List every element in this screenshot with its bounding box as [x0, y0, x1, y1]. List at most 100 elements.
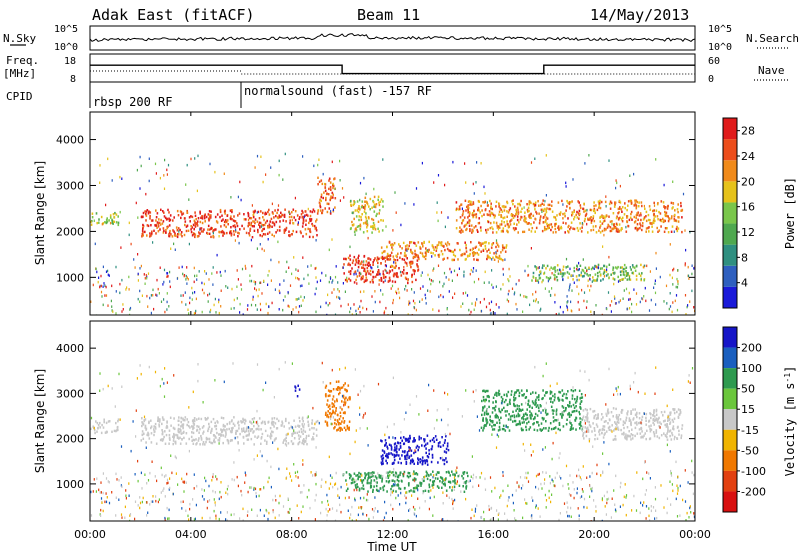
power-cell — [416, 254, 419, 257]
power-cell — [495, 205, 497, 208]
power-cell — [515, 211, 518, 214]
power-cell — [582, 269, 585, 273]
velocity-cell — [483, 424, 486, 428]
velocity-cell — [667, 430, 669, 433]
velocity-cell — [653, 432, 656, 436]
power-cell — [149, 296, 151, 300]
power-cell — [590, 221, 593, 224]
power-cell — [263, 223, 266, 227]
velocity-cell — [370, 472, 372, 475]
power-cell — [653, 201, 655, 205]
power-cell — [150, 311, 152, 315]
power-cell — [462, 219, 465, 222]
power-cell — [468, 214, 471, 217]
velocity-cell — [617, 385, 619, 389]
power-cell — [180, 211, 183, 214]
power-cell — [542, 209, 545, 213]
velocity-cell — [387, 456, 389, 459]
power-cell — [272, 212, 274, 215]
velocity-cell — [275, 499, 277, 502]
velocity-cell — [465, 487, 467, 490]
power-cell — [576, 265, 578, 268]
power-cell — [534, 201, 537, 204]
power-cell — [562, 272, 565, 275]
power-cell — [126, 286, 128, 289]
power-cell — [689, 300, 691, 303]
power-cell — [580, 271, 582, 274]
power-cell — [410, 260, 412, 264]
power-cell — [416, 263, 418, 266]
velocity-cell — [353, 472, 356, 475]
velocity-cell — [555, 410, 558, 413]
power-cell — [474, 252, 477, 255]
power-cell — [388, 276, 391, 279]
velocity-cell — [648, 437, 651, 441]
velocity-cell — [499, 410, 502, 414]
velocity-cell — [521, 428, 523, 432]
velocity-cell — [606, 410, 609, 413]
velocity-cell — [669, 429, 672, 432]
velocity-cell — [442, 518, 444, 521]
power-cell — [335, 265, 337, 268]
power-cell — [595, 304, 597, 307]
velocity-cell — [168, 433, 171, 437]
velocity-cell — [491, 411, 494, 414]
velocity-cell — [224, 435, 227, 438]
power-cell — [467, 208, 469, 211]
power-cell — [556, 214, 558, 217]
power-cell — [589, 278, 591, 281]
velocity-cell — [165, 474, 167, 477]
power-cell — [288, 234, 290, 237]
power-cell — [129, 308, 131, 311]
power-cell — [339, 297, 341, 300]
velocity-cell — [392, 376, 394, 380]
velocity-cell — [235, 429, 237, 433]
velocity-cell — [244, 481, 246, 484]
velocity-cell — [571, 424, 573, 427]
power-cell — [291, 211, 293, 214]
velocity-cell — [453, 473, 456, 476]
power-cell — [279, 220, 281, 223]
power-cell — [424, 293, 426, 297]
power-cell — [140, 264, 142, 268]
power-cell — [528, 203, 530, 206]
power-cell — [465, 291, 467, 295]
velocity-cell — [157, 416, 159, 419]
velocity-cell — [556, 471, 558, 475]
velocity-cell — [485, 417, 487, 420]
velocity-cell — [134, 517, 136, 521]
power-cell — [477, 258, 479, 262]
velocity-cell — [503, 406, 505, 410]
power-cell — [384, 264, 387, 267]
power-cell — [268, 226, 271, 229]
velocity-cell — [605, 420, 607, 423]
velocity-cell — [480, 471, 483, 475]
power-cell — [616, 181, 618, 185]
power-cell — [349, 270, 352, 273]
velocity-cell — [191, 425, 193, 428]
velocity-cell — [232, 422, 235, 425]
velocity-cell — [115, 514, 117, 517]
power-cell — [361, 213, 363, 216]
velocity-cell — [565, 423, 568, 426]
velocity-cell — [380, 439, 382, 442]
power-cell — [173, 230, 175, 233]
velocity-cell — [293, 437, 296, 440]
power-cell — [619, 270, 622, 273]
power-cell — [595, 225, 597, 228]
velocity-cell — [642, 436, 644, 439]
power-cell — [115, 312, 117, 315]
velocity-cell — [654, 415, 656, 418]
velocity-cell — [446, 442, 449, 445]
velocity-cell — [653, 423, 655, 426]
velocity-cell — [566, 397, 568, 400]
colorbar-swatch — [723, 265, 737, 287]
power-cell — [477, 253, 480, 256]
velocity-cell — [337, 388, 339, 391]
velocity-cell — [586, 420, 589, 423]
velocity-cell — [349, 476, 351, 480]
power-cell — [523, 230, 526, 233]
power-cell — [139, 155, 141, 159]
velocity-cell — [424, 489, 427, 492]
power-cell — [604, 216, 606, 219]
